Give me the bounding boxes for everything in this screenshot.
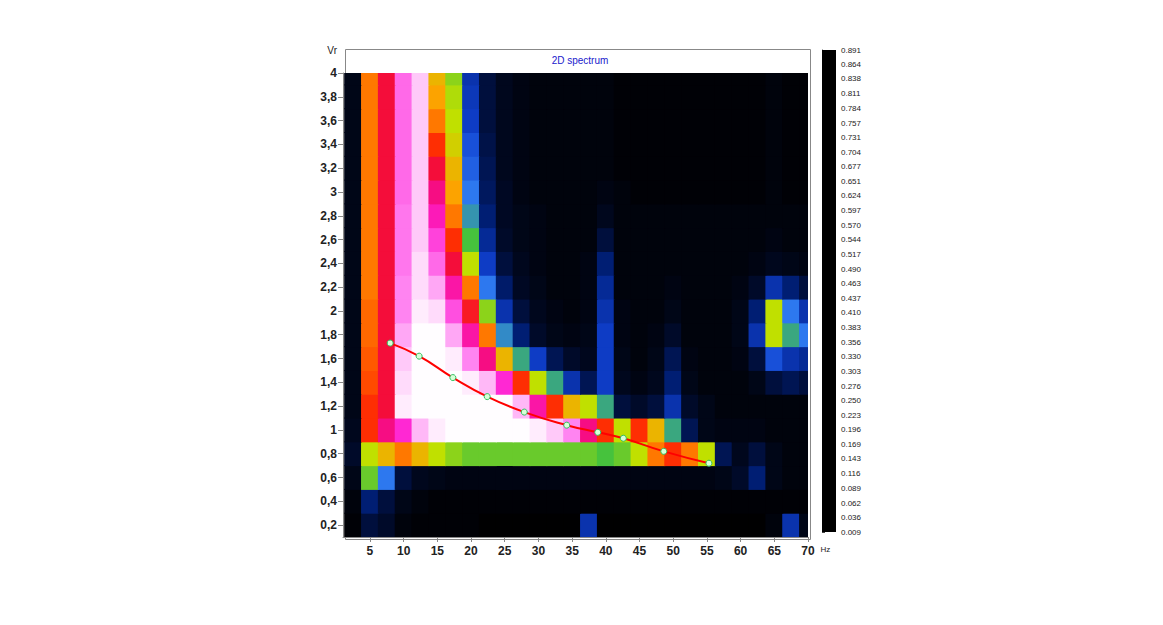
svg-text:70: 70 bbox=[801, 544, 815, 558]
svg-text:1,4: 1,4 bbox=[320, 375, 337, 389]
svg-text:0.036: 0.036 bbox=[841, 513, 862, 522]
svg-text:30: 30 bbox=[532, 544, 546, 558]
svg-text:0.490: 0.490 bbox=[841, 265, 862, 274]
svg-text:0.517: 0.517 bbox=[841, 250, 862, 259]
svg-text:0.651: 0.651 bbox=[841, 177, 862, 186]
svg-text:25: 25 bbox=[498, 544, 512, 558]
svg-text:45: 45 bbox=[633, 544, 647, 558]
svg-text:0.731: 0.731 bbox=[841, 133, 862, 142]
svg-text:0.250: 0.250 bbox=[841, 396, 862, 405]
svg-text:0.383: 0.383 bbox=[841, 323, 862, 332]
svg-text:60: 60 bbox=[734, 544, 748, 558]
svg-text:0.891: 0.891 bbox=[841, 46, 862, 55]
svg-text:1,2: 1,2 bbox=[320, 399, 337, 413]
svg-text:0.089: 0.089 bbox=[841, 484, 862, 493]
svg-text:2,2: 2,2 bbox=[320, 280, 337, 294]
svg-text:0,8: 0,8 bbox=[320, 447, 337, 461]
svg-text:0,2: 0,2 bbox=[320, 518, 337, 532]
svg-text:0.677: 0.677 bbox=[841, 162, 862, 171]
svg-text:Hz: Hz bbox=[821, 545, 831, 554]
svg-text:0.544: 0.544 bbox=[841, 235, 862, 244]
svg-text:1: 1 bbox=[330, 423, 337, 437]
svg-text:3: 3 bbox=[330, 185, 337, 199]
svg-text:0,4: 0,4 bbox=[320, 494, 337, 508]
svg-text:2: 2 bbox=[330, 304, 337, 318]
svg-text:0.169: 0.169 bbox=[841, 440, 862, 449]
svg-text:2,4: 2,4 bbox=[320, 256, 337, 270]
svg-text:0.303: 0.303 bbox=[841, 367, 862, 376]
svg-text:2,6: 2,6 bbox=[320, 233, 337, 247]
svg-text:0.463: 0.463 bbox=[841, 279, 862, 288]
svg-text:0.757: 0.757 bbox=[841, 119, 862, 128]
svg-text:0.704: 0.704 bbox=[841, 148, 862, 157]
svg-text:0.143: 0.143 bbox=[841, 454, 862, 463]
svg-text:0.811: 0.811 bbox=[841, 89, 861, 98]
svg-text:15: 15 bbox=[431, 544, 445, 558]
svg-text:10: 10 bbox=[397, 544, 411, 558]
svg-text:2,8: 2,8 bbox=[320, 209, 337, 223]
svg-text:2D spectrum: 2D spectrum bbox=[552, 55, 609, 66]
svg-text:0.784: 0.784 bbox=[841, 104, 862, 113]
svg-text:0,6: 0,6 bbox=[320, 471, 337, 485]
svg-text:0.597: 0.597 bbox=[841, 206, 862, 215]
svg-text:5: 5 bbox=[367, 544, 374, 558]
svg-text:35: 35 bbox=[565, 544, 579, 558]
svg-text:3,4: 3,4 bbox=[320, 137, 337, 151]
svg-text:0.624: 0.624 bbox=[841, 191, 862, 200]
svg-text:0.116: 0.116 bbox=[841, 469, 861, 478]
svg-text:1,8: 1,8 bbox=[320, 328, 337, 342]
svg-text:0.356: 0.356 bbox=[841, 338, 862, 347]
svg-text:20: 20 bbox=[464, 544, 478, 558]
svg-text:0.864: 0.864 bbox=[841, 60, 862, 69]
svg-text:65: 65 bbox=[768, 544, 782, 558]
svg-text:0.223: 0.223 bbox=[841, 411, 862, 420]
svg-text:55: 55 bbox=[700, 544, 714, 558]
svg-text:0.330: 0.330 bbox=[841, 352, 862, 361]
svg-text:3,6: 3,6 bbox=[320, 114, 337, 128]
svg-text:50: 50 bbox=[667, 544, 681, 558]
svg-text:0.276: 0.276 bbox=[841, 382, 862, 391]
svg-text:1,6: 1,6 bbox=[320, 352, 337, 366]
svg-text:0.437: 0.437 bbox=[841, 294, 862, 303]
svg-text:3,8: 3,8 bbox=[320, 90, 337, 104]
svg-text:0.009: 0.009 bbox=[841, 528, 862, 537]
svg-text:40: 40 bbox=[599, 544, 613, 558]
svg-text:0.570: 0.570 bbox=[841, 221, 862, 230]
svg-text:0.062: 0.062 bbox=[841, 499, 862, 508]
svg-text:3,2: 3,2 bbox=[320, 161, 337, 175]
svg-text:0.196: 0.196 bbox=[841, 425, 862, 434]
svg-text:Vr: Vr bbox=[327, 45, 337, 56]
svg-text:0.838: 0.838 bbox=[841, 74, 862, 83]
svg-text:4: 4 bbox=[330, 66, 337, 80]
svg-text:0.410: 0.410 bbox=[841, 308, 862, 317]
